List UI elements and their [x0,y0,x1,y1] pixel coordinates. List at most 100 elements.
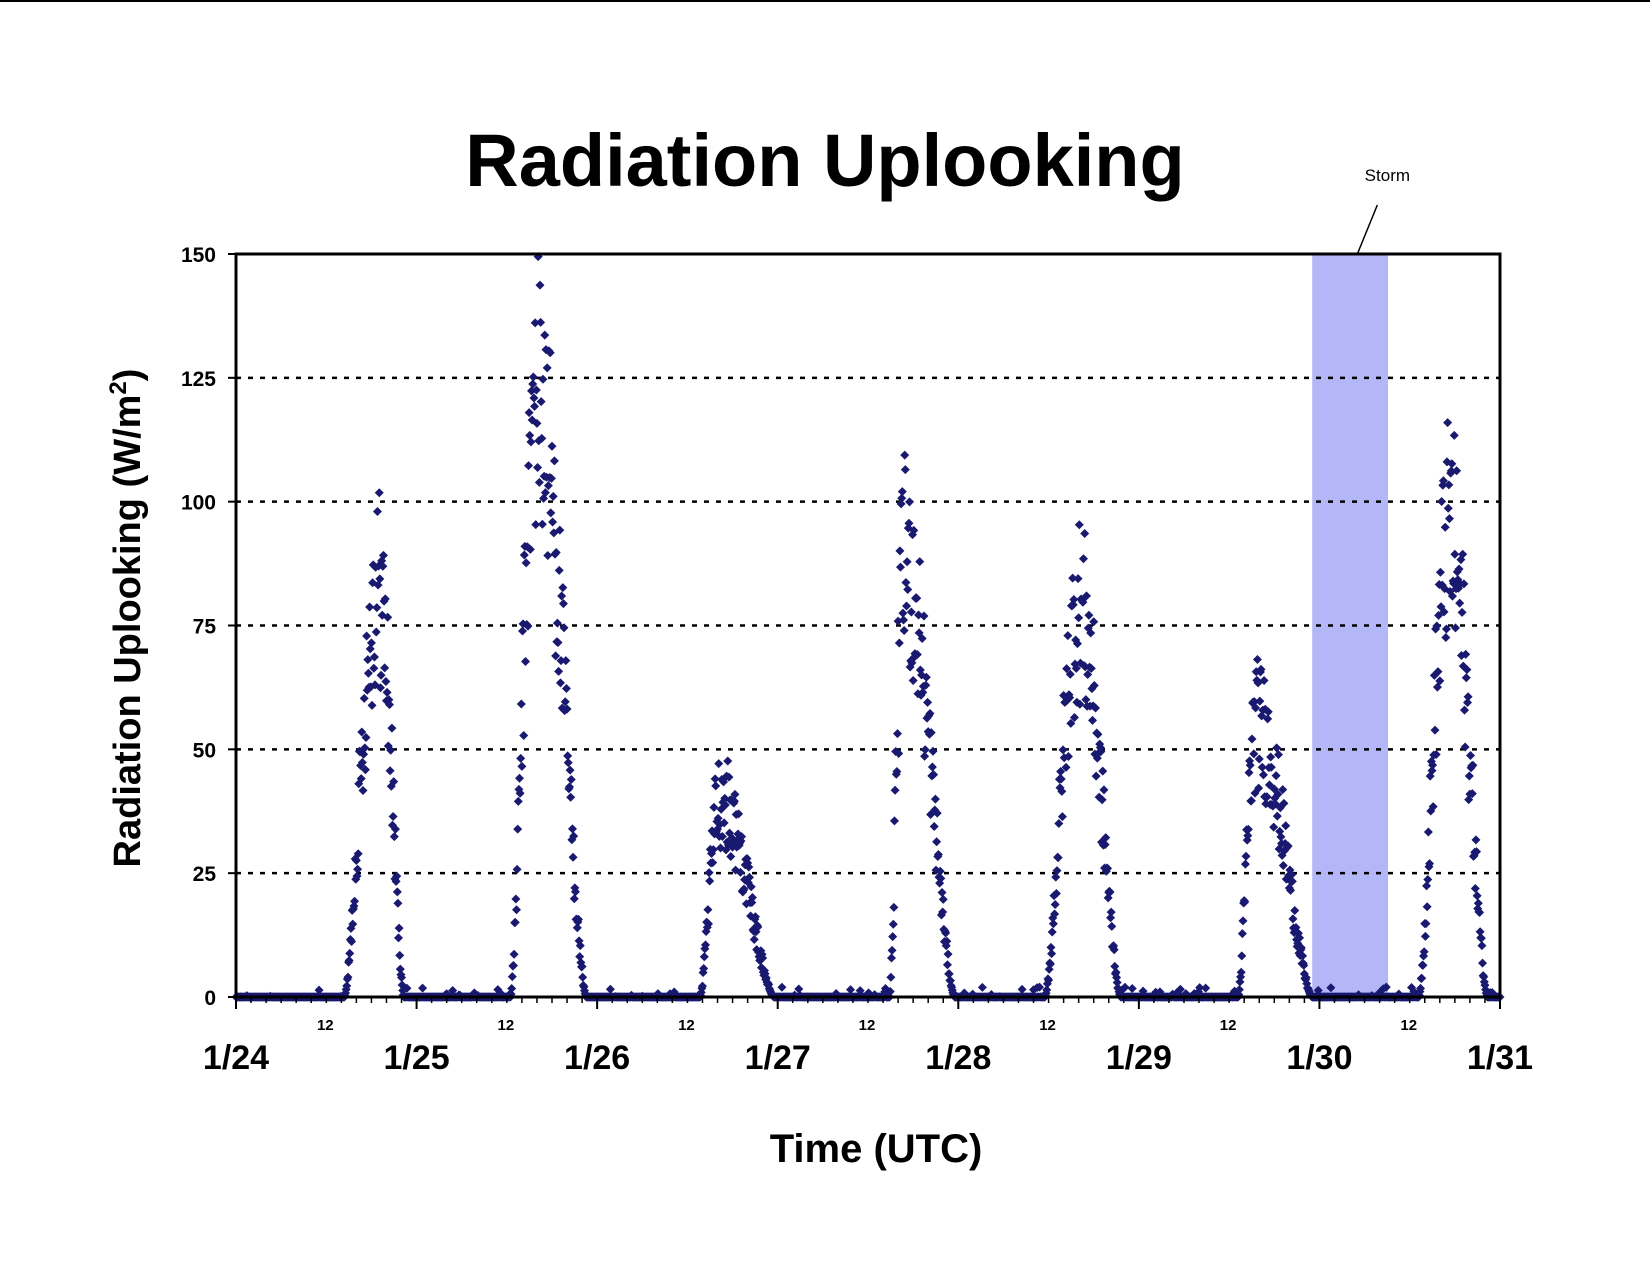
data-point [1236,967,1246,977]
data-point [525,430,535,440]
data-point [1461,649,1471,659]
data-point [1240,859,1250,869]
y-tick-label-25: 25 [193,863,217,886]
data-point [528,379,538,389]
data-point [1065,669,1075,679]
data-point [566,775,576,785]
data-point [1428,760,1438,770]
data-point [1075,699,1085,709]
data-point [515,788,525,798]
data-point [900,450,910,460]
data-point [1234,985,1244,995]
data-point [720,800,730,810]
data-point [568,852,578,862]
data-point [563,758,573,768]
data-point [1281,821,1291,831]
data-point [977,982,987,992]
data-point [359,693,369,703]
data-point [350,896,360,906]
data-point [932,808,942,818]
data-point [1065,693,1075,703]
data-point [1105,887,1115,897]
data-point [1460,742,1470,752]
data-point [356,774,366,784]
data-point [1467,789,1477,799]
data-point [551,548,561,558]
data-point [1295,933,1305,943]
data-point [362,631,372,641]
data-point [1464,771,1474,781]
data-point [1478,958,1488,968]
y-tick-label-0: 0 [204,987,216,1010]
data-point [512,864,522,874]
data-point [1475,927,1485,937]
data-point [885,986,895,996]
chart-title: Radiation Uplooking [465,119,1184,202]
data-point [888,919,898,929]
data-point [1477,941,1487,951]
data-point [1086,663,1096,673]
data-point [932,837,942,847]
data-point [708,858,718,868]
data-point [1053,853,1063,863]
data-point [905,497,915,507]
data-point [392,887,402,897]
data-point [936,873,946,883]
data-point [1086,628,1096,638]
x-tick-label-4: 1/28 [925,1039,991,1077]
data-point [794,984,804,994]
data-point [545,348,555,358]
data-point [1466,750,1476,760]
x-tick-label-3: 1/27 [745,1039,811,1077]
data-point [729,796,739,806]
data-point [918,687,928,697]
data-point [535,280,545,290]
data-point [703,919,713,929]
data-point [1057,812,1067,822]
data-point [537,519,547,529]
storm-label: Storm [1365,166,1410,185]
data-point [1195,983,1205,993]
data-point [711,781,721,791]
data-point [1259,675,1269,685]
data-point [402,983,412,993]
data-point [530,401,540,411]
data-point [1044,975,1054,985]
data-point [372,506,382,516]
data-point [561,683,571,693]
y-axis-label-main: Radiation Uplooking (W/m [107,395,149,868]
data-point [726,852,736,862]
data-point [570,887,580,897]
top-rule [0,0,1650,2]
data-point [1288,914,1298,924]
data-point [1446,466,1456,476]
data-point [902,601,912,611]
data-point [938,894,948,904]
data-point [1449,430,1459,440]
data-point [521,656,531,666]
data-point [553,638,563,648]
data-point [1273,789,1283,799]
data-point [395,964,405,974]
data-point [1287,876,1297,886]
x-minor-label-6: 12 [1400,1017,1417,1034]
data-point [1107,921,1117,931]
data-point [381,677,391,687]
data-point [524,461,534,471]
data-point [1420,931,1430,941]
data-point [705,876,715,886]
data-point [1050,909,1060,919]
data-point [385,766,395,776]
data-point [555,525,565,535]
data-point [569,831,579,841]
data-point [1279,798,1289,808]
data-point [735,867,745,877]
data-point [561,656,571,666]
storm-leader-line [1356,204,1379,255]
data-point [546,508,556,518]
data-point [1441,624,1451,634]
data-point [1286,885,1296,895]
y-axis-label-sup: 2 [105,381,132,394]
data-point [533,463,543,473]
data-point [380,594,390,604]
